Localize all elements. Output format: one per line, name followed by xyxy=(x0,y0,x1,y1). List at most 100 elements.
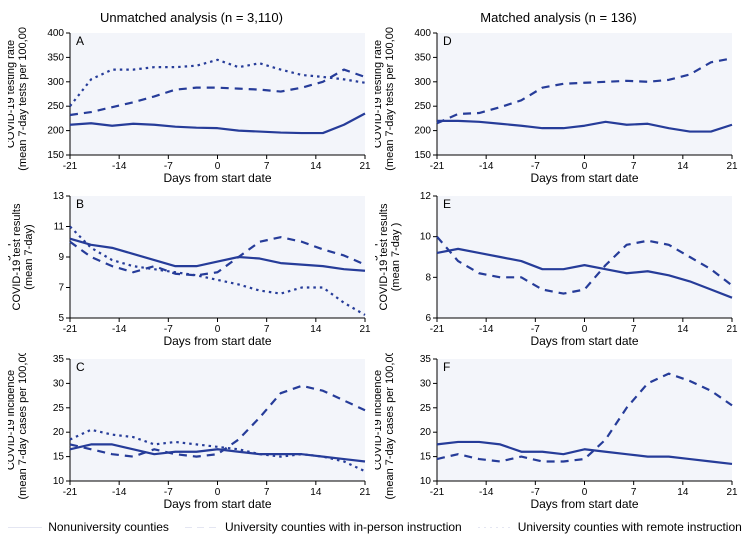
svg-text:13: 13 xyxy=(53,191,65,202)
legend-swatch-dot xyxy=(478,526,512,528)
svg-text:COVID-19 testing rate(mean 7-d: COVID-19 testing rate(mean 7-day tests p… xyxy=(375,27,396,171)
panel-D: 150200250300350400-21-14-7071421Days fro… xyxy=(375,27,742,190)
svg-text:Days from start date: Days from start date xyxy=(163,334,271,348)
svg-text:12: 12 xyxy=(420,191,432,202)
svg-text:15: 15 xyxy=(420,452,432,463)
panel-F: 101520253035-21-14-7071421Days from star… xyxy=(375,353,742,516)
svg-text:Percentage positiveCOVID-19 te: Percentage positiveCOVID-19 test results… xyxy=(375,203,402,310)
svg-text:10: 10 xyxy=(420,232,432,243)
svg-text:15: 15 xyxy=(53,452,65,463)
svg-text:150: 150 xyxy=(47,150,64,161)
svg-text:-21: -21 xyxy=(63,487,78,498)
svg-text:350: 350 xyxy=(414,52,431,63)
svg-text:-21: -21 xyxy=(430,161,445,172)
svg-text:250: 250 xyxy=(47,101,64,112)
svg-text:6: 6 xyxy=(425,313,431,324)
svg-text:B: B xyxy=(76,197,84,211)
svg-text:35: 35 xyxy=(420,354,432,365)
panel-A: 150200250300350400-21-14-7071421Days fro… xyxy=(8,27,375,190)
svg-text:E: E xyxy=(443,197,451,211)
svg-text:-14: -14 xyxy=(112,161,127,172)
svg-text:14: 14 xyxy=(677,161,689,172)
svg-text:21: 21 xyxy=(726,324,738,335)
svg-text:21: 21 xyxy=(359,324,371,335)
svg-text:Days from start date: Days from start date xyxy=(530,334,638,348)
svg-text:Days from start date: Days from start date xyxy=(163,171,271,185)
panel-E: 681012-21-14-7071421Days from start date… xyxy=(375,190,742,353)
legend-label-nonuniv: Nonuniversity counties xyxy=(48,520,169,534)
svg-text:400: 400 xyxy=(47,28,64,39)
svg-text:14: 14 xyxy=(310,487,322,498)
svg-text:20: 20 xyxy=(420,427,432,438)
legend-label-remote: University counties with remote instruct… xyxy=(518,520,742,534)
svg-text:7: 7 xyxy=(58,283,64,294)
svg-text:COVID-19 testing rate(mean 7-d: COVID-19 testing rate(mean 7-day tests p… xyxy=(8,27,29,171)
svg-text:9: 9 xyxy=(58,252,64,263)
svg-text:300: 300 xyxy=(414,77,431,88)
svg-text:Days from start date: Days from start date xyxy=(163,497,271,511)
svg-text:D: D xyxy=(443,34,452,48)
svg-text:-14: -14 xyxy=(479,487,494,498)
legend-item-remote: University counties with remote instruct… xyxy=(478,520,742,534)
svg-text:200: 200 xyxy=(47,126,64,137)
svg-text:10: 10 xyxy=(420,476,432,487)
svg-text:150: 150 xyxy=(414,150,431,161)
svg-text:400: 400 xyxy=(414,28,431,39)
svg-text:14: 14 xyxy=(677,487,689,498)
svg-text:10: 10 xyxy=(53,476,65,487)
panel-C: 101520253035-21-14-7071421Days from star… xyxy=(8,353,375,516)
svg-text:25: 25 xyxy=(420,403,432,414)
svg-text:COVID-19 incidence(mean 7-day: COVID-19 incidence(mean 7-day cases per … xyxy=(375,353,396,499)
svg-text:-21: -21 xyxy=(430,487,445,498)
svg-text:C: C xyxy=(76,360,85,374)
svg-text:30: 30 xyxy=(53,378,65,389)
svg-text:35: 35 xyxy=(53,354,65,365)
panel-svg-A: 150200250300350400-21-14-7071421Days fro… xyxy=(8,27,373,185)
svg-text:21: 21 xyxy=(726,161,738,172)
svg-text:30: 30 xyxy=(420,378,432,389)
svg-text:14: 14 xyxy=(310,161,322,172)
svg-text:250: 250 xyxy=(414,101,431,112)
svg-text:11: 11 xyxy=(54,222,65,233)
legend-label-inperson: University counties with in-person instr… xyxy=(225,520,462,534)
svg-text:300: 300 xyxy=(47,77,64,88)
panel-svg-B: 5791113-21-14-7071421Days from start dat… xyxy=(8,190,373,348)
svg-text:-14: -14 xyxy=(112,487,127,498)
svg-text:Days from start date: Days from start date xyxy=(530,497,638,511)
svg-text:Days from start date: Days from start date xyxy=(530,171,638,185)
svg-text:-21: -21 xyxy=(63,324,78,335)
svg-text:14: 14 xyxy=(310,324,322,335)
svg-text:21: 21 xyxy=(359,487,371,498)
svg-text:5: 5 xyxy=(58,313,64,324)
svg-text:Percentage positiveCOVID-19 te: Percentage positiveCOVID-19 test results… xyxy=(8,203,35,310)
chart-grid: Unmatched analysis (n = 3,110) Matched a… xyxy=(8,10,742,516)
svg-text:200: 200 xyxy=(414,126,431,137)
panel-svg-C: 101520253035-21-14-7071421Days from star… xyxy=(8,353,373,511)
svg-text:350: 350 xyxy=(47,52,64,63)
legend-item-inperson: University counties with in-person instr… xyxy=(185,520,462,534)
svg-text:21: 21 xyxy=(359,161,371,172)
panel-svg-E: 681012-21-14-7071421Days from start date… xyxy=(375,190,740,348)
legend-item-nonuniv: Nonuniversity counties xyxy=(8,520,169,534)
svg-text:-21: -21 xyxy=(63,161,78,172)
svg-text:25: 25 xyxy=(53,403,65,414)
panel-svg-F: 101520253035-21-14-7071421Days from star… xyxy=(375,353,740,511)
svg-text:-21: -21 xyxy=(430,324,445,335)
svg-text:COVID-19 incidence(mean 7-day: COVID-19 incidence(mean 7-day cases per … xyxy=(8,353,29,499)
svg-text:A: A xyxy=(76,34,84,48)
panel-svg-D: 150200250300350400-21-14-7071421Days fro… xyxy=(375,27,740,185)
legend-swatch-dash xyxy=(185,526,219,528)
svg-text:21: 21 xyxy=(726,487,738,498)
svg-text:F: F xyxy=(443,360,450,374)
svg-text:8: 8 xyxy=(425,272,431,283)
legend-swatch-solid xyxy=(8,526,42,528)
svg-text:-14: -14 xyxy=(112,324,127,335)
svg-text:20: 20 xyxy=(53,427,65,438)
column-title-left: Unmatched analysis (n = 3,110) xyxy=(8,10,375,25)
legend: Nonuniversity counties University counti… xyxy=(8,520,742,534)
svg-text:-14: -14 xyxy=(479,324,494,335)
panel-B: 5791113-21-14-7071421Days from start dat… xyxy=(8,190,375,353)
svg-text:14: 14 xyxy=(677,324,689,335)
column-title-right: Matched analysis (n = 136) xyxy=(375,10,742,25)
svg-text:-14: -14 xyxy=(479,161,494,172)
